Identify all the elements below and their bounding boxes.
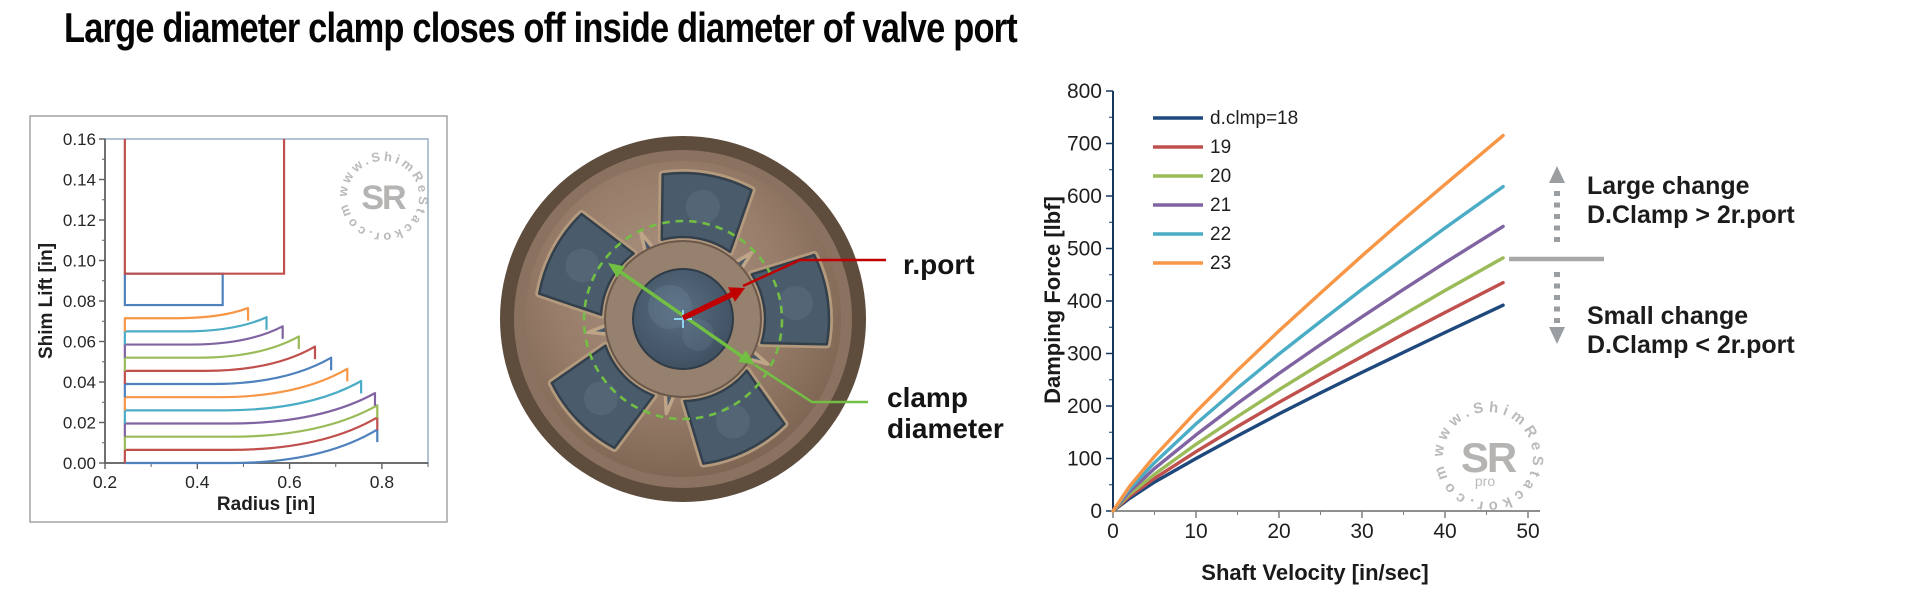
- damping-curve-23: [1111, 133, 1505, 513]
- y-tick-label: 400: [1067, 290, 1102, 313]
- shim-lift-curve: [124, 428, 379, 465]
- shim-lift-curve: [123, 316, 268, 345]
- right-chart-y-axis-title: Damping Force [lbf]: [1040, 196, 1065, 404]
- port-texture: [583, 381, 618, 416]
- clamp-diameter-label-line1: clamp: [887, 382, 968, 413]
- port-texture: [715, 404, 750, 439]
- damping-curve-21: [1111, 224, 1505, 513]
- shaft-hole-texture: [682, 319, 714, 351]
- shim-lift-curve: [123, 404, 379, 450]
- y-tick-label: 800: [1067, 80, 1102, 103]
- damping-curve-22: [1111, 184, 1505, 513]
- y-tick-label: 0.08: [63, 292, 96, 311]
- clamp-diameter-dashed-circle: [582, 219, 784, 421]
- legend-label: 19: [1210, 137, 1231, 158]
- y-tick-label: 0: [1090, 500, 1102, 523]
- x-tick-label: 50: [1516, 520, 1539, 543]
- down-arrow-icon: [1549, 327, 1565, 344]
- damping-force-chart: 0 100 200 300 400 500 600 700 800 0 10 20 30 40 50 www.…: [1040, 80, 1795, 585]
- large-change-label-line2: D.Clamp > 2r.port: [1587, 201, 1795, 229]
- x-tick-label: 10: [1184, 520, 1207, 543]
- page-title: Large diameter clamp closes off inside d…: [64, 4, 1018, 51]
- y-tick-label: 300: [1067, 343, 1102, 366]
- y-tick-label: 0.14: [63, 171, 96, 190]
- left-panel-border: [29, 115, 448, 523]
- top-shim-rect: [123, 272, 224, 307]
- shim-lift-curve: [123, 367, 349, 411]
- clamp-diameter-label-line2: diameter: [887, 413, 1004, 444]
- r-port-label: r.port: [903, 249, 975, 280]
- legend-label: 22: [1210, 224, 1231, 245]
- x-tick-label: 0.2: [93, 472, 117, 492]
- damping-curve-dclmp18: [1111, 303, 1505, 513]
- left-chart-y-axis-title: Shim Lift [in]: [36, 243, 57, 359]
- x-tick-label: 0: [1107, 520, 1119, 543]
- damping-curve-19: [1111, 280, 1505, 513]
- y-tick-label: 200: [1067, 395, 1102, 418]
- clamp-diameter-arrow-line: [611, 264, 751, 364]
- shim-lift-curve: [123, 335, 300, 371]
- legend-label: 21: [1210, 195, 1231, 216]
- damping-curve-20: [1111, 256, 1505, 513]
- shim-lift-curve: [123, 356, 333, 398]
- clamp-label-leader: [754, 363, 868, 404]
- y-tick-label: 0.06: [63, 333, 96, 352]
- y-tick-label: 0.02: [63, 414, 96, 433]
- shim-lift-curve: [123, 345, 317, 385]
- small-change-label-line1: Small change: [1587, 302, 1748, 330]
- y-tick-label: 0.10: [63, 252, 96, 271]
- small-change-label-line2: D.Clamp < 2r.port: [1587, 331, 1795, 359]
- watermark-logo-sub: pro: [1475, 473, 1495, 489]
- port-texture: [685, 189, 720, 224]
- watermark-logo: SR: [1461, 434, 1517, 481]
- legend-label: d.clmp=18: [1210, 108, 1298, 129]
- x-tick-label: 40: [1433, 520, 1456, 543]
- valve-port-photo: r.port clamp diameter: [500, 136, 1004, 502]
- legend-label: 20: [1210, 166, 1231, 187]
- watermark: www.ShimReStackor.com SR: [335, 149, 432, 245]
- shim-lift-curve: [123, 325, 284, 358]
- x-tick-label: 0.4: [185, 472, 210, 492]
- shim-lift-curve: [123, 392, 377, 437]
- y-tick-label: 0.00: [63, 454, 96, 473]
- x-tick-label: 20: [1267, 520, 1290, 543]
- x-tick-label: 0.8: [370, 472, 394, 492]
- port-texture: [778, 286, 813, 321]
- port-texture: [565, 248, 600, 283]
- r-port-arrowhead: [728, 287, 745, 302]
- x-tick-label: 0.6: [277, 472, 301, 492]
- clamp-arrowhead-upleft: [608, 263, 626, 278]
- shim-lift-curve: [123, 306, 250, 332]
- r-port-arrow-line: [681, 291, 735, 321]
- y-tick-label: 0.04: [63, 373, 96, 392]
- y-tick-label: 0.12: [63, 211, 96, 230]
- y-tick-label: 500: [1067, 238, 1102, 261]
- r-port-label-leader: [742, 258, 886, 288]
- left-chart-x-axis-title: Radius [in]: [217, 494, 315, 515]
- y-tick-label: 700: [1067, 133, 1102, 156]
- legend-label: 23: [1210, 253, 1231, 274]
- right-chart-x-axis-title: Shaft Velocity [in/sec]: [1201, 560, 1428, 585]
- watermark-logo: SR: [361, 179, 406, 217]
- shim-lift-chart: 0.00 0.02 0.04 0.06 0.08 0.10 0.12 0.14 0.16 0.2 0…: [29, 115, 448, 523]
- y-tick-label: 0.16: [63, 130, 96, 149]
- shim-lift-curve: [123, 379, 363, 424]
- up-arrow-icon: [1549, 166, 1565, 183]
- legend: d.clmp=18 19 20 21 22 23: [1153, 108, 1298, 274]
- shim-lift-curve: [123, 416, 379, 463]
- y-tick-label: 600: [1067, 185, 1102, 208]
- large-change-label-line1: Large change: [1587, 172, 1750, 200]
- y-tick-label: 100: [1067, 448, 1102, 471]
- clamp-outline: [123, 139, 286, 275]
- x-tick-label: 30: [1350, 520, 1373, 543]
- clamp-arrowhead-downright: [737, 350, 755, 365]
